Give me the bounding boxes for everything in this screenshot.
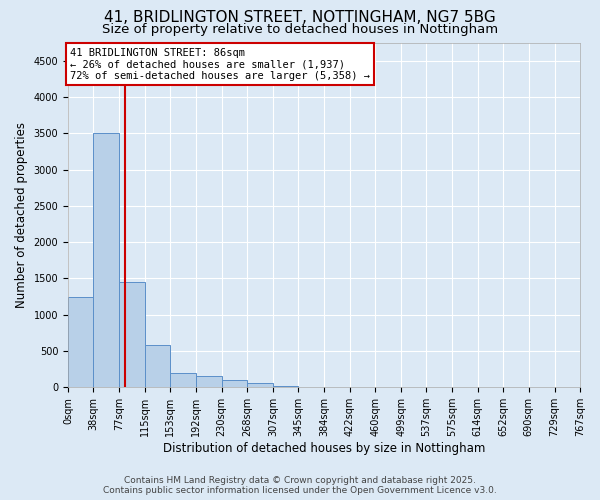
Text: Size of property relative to detached houses in Nottingham: Size of property relative to detached ho… [102, 22, 498, 36]
Bar [145, 345, 170, 387]
Bar [94, 133, 119, 387]
Bar [119, 282, 145, 387]
Text: Contains HM Land Registry data © Crown copyright and database right 2025.
Contai: Contains HM Land Registry data © Crown c… [103, 476, 497, 495]
Y-axis label: Number of detached properties: Number of detached properties [15, 122, 28, 308]
Bar [221, 380, 247, 387]
Bar [247, 383, 273, 387]
X-axis label: Distribution of detached houses by size in Nottingham: Distribution of detached houses by size … [163, 442, 485, 455]
Bar [170, 372, 196, 387]
Bar [68, 296, 94, 387]
Bar [196, 376, 221, 387]
Text: 41, BRIDLINGTON STREET, NOTTINGHAM, NG7 5BG: 41, BRIDLINGTON STREET, NOTTINGHAM, NG7 … [104, 10, 496, 25]
Bar [273, 386, 298, 387]
Text: 41 BRIDLINGTON STREET: 86sqm
← 26% of detached houses are smaller (1,937)
72% of: 41 BRIDLINGTON STREET: 86sqm ← 26% of de… [70, 48, 370, 81]
